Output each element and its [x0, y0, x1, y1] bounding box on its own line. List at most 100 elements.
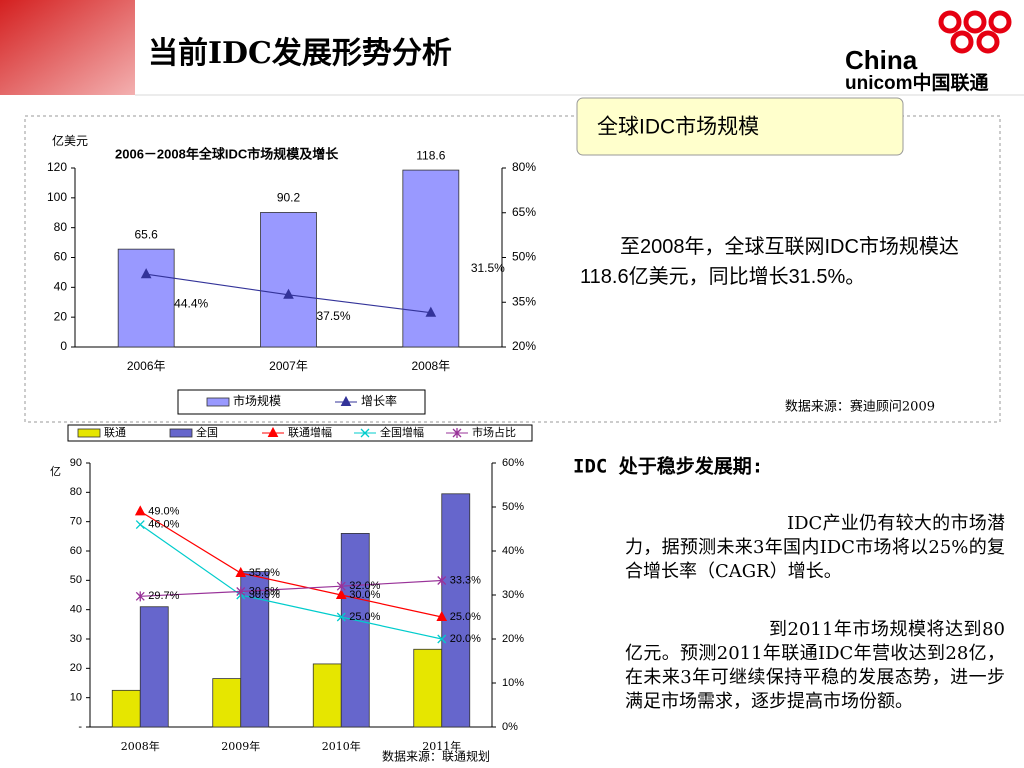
legend-label: 市场占比: [472, 425, 516, 439]
marker: [140, 268, 152, 279]
y-tick-label: 100: [47, 190, 67, 204]
y2-tick-label: 20%: [512, 339, 536, 353]
data-label: 20.0%: [450, 633, 481, 645]
y-tick-label: 60: [70, 545, 82, 557]
bar: [139, 606, 169, 728]
marker: [340, 395, 352, 406]
marker: [437, 634, 447, 644]
bar: [312, 663, 342, 728]
data-label: 29.7%: [148, 590, 179, 602]
marker: [436, 610, 448, 621]
y-tick-label: 20: [70, 662, 82, 674]
y-tick-label: 80: [70, 486, 82, 498]
y-tick-label: 80: [54, 220, 68, 234]
marker: [425, 306, 437, 317]
slide-title: 当前IDC发展形势分析: [148, 36, 452, 71]
paragraph: 到2011年市场规模将达到80亿元。预测2011年联通IDC年营收达到28亿，在…: [625, 619, 1005, 712]
marker: [360, 428, 370, 438]
axis-label: 亿美元: [52, 133, 88, 148]
y-tick-label: 40: [70, 604, 82, 616]
x-tick-label: 2011年: [422, 739, 461, 753]
legend-label: 全国: [196, 425, 218, 439]
legend-swatch: [77, 428, 101, 438]
y2-tick-label: 0%: [502, 721, 518, 733]
marker: [452, 428, 462, 438]
marker: [336, 581, 346, 592]
data-label: 65.6: [134, 227, 158, 241]
data-label: 33.3%: [450, 574, 481, 586]
legend-label: 联通: [104, 426, 126, 439]
data-label: 30.0%: [249, 589, 280, 601]
y2-tick-label: 30%: [502, 589, 524, 601]
logo-knot: [938, 10, 1012, 54]
y2-tick-label: 40%: [502, 545, 524, 557]
bar: [340, 533, 370, 728]
y2-tick-label: 65%: [512, 205, 536, 219]
marker: [336, 612, 346, 622]
marker: [135, 591, 145, 602]
bar: [240, 571, 270, 728]
data-label: 30.0%: [349, 589, 380, 601]
header-band: [0, 0, 135, 95]
bar: [441, 493, 471, 728]
legend-label: 联通增幅: [288, 425, 332, 439]
y-tick-label: 10: [70, 692, 82, 704]
y-tick-label: 70: [70, 516, 82, 528]
y2-tick-label: 80%: [512, 160, 536, 174]
y-tick-label: 50: [70, 574, 82, 586]
line: [139, 510, 442, 618]
line: [139, 524, 442, 640]
data-label: 44.4%: [174, 296, 208, 310]
y-tick-label: -: [78, 721, 82, 733]
y-tick-label: 20: [54, 309, 68, 323]
paragraph: IDC产业仍有较大的市场潜力，据预测未来3年国内IDC市场将以25%的复合增长率…: [625, 513, 1005, 582]
x-tick-label: 2008年: [411, 359, 450, 373]
x-tick-label: 2010年: [322, 739, 361, 753]
data-label: 46.0%: [148, 519, 179, 531]
legend-swatch: [169, 428, 193, 438]
y-tick-label: 60: [54, 250, 68, 264]
y-tick-label: 0: [60, 339, 67, 353]
data-label: 118.6: [416, 148, 445, 162]
data-label: 31.5%: [471, 261, 505, 275]
x-tick-label: 2007年: [269, 359, 308, 373]
marker: [335, 588, 347, 599]
logo-text: unicom中国联通: [845, 71, 990, 94]
y2-tick-label: 35%: [512, 294, 536, 308]
y2-tick-label: 10%: [502, 677, 524, 689]
y-tick-label: 120: [47, 160, 67, 174]
data-label: 25.0%: [450, 611, 481, 623]
data-label: 49.0%: [148, 505, 179, 517]
marker: [135, 520, 145, 530]
callout-box: [576, 97, 904, 156]
chart-title: 2006－2008年全球IDC市场规模及增长: [115, 146, 339, 161]
bar: [111, 689, 141, 728]
y-tick-label: 30: [70, 633, 82, 645]
x-tick-label: 2008年: [121, 739, 160, 753]
data-label: 32.0%: [349, 580, 380, 592]
y2-tick-label: 60%: [502, 457, 524, 469]
dashed-frame: [24, 115, 1001, 423]
marker: [134, 505, 146, 516]
source-note: 数据来源：赛迪顾问2009: [785, 399, 935, 415]
legend-swatch: [206, 397, 230, 407]
marker: [267, 426, 279, 437]
x-tick-label: 2006年: [127, 359, 166, 373]
y2-tick-label: 50%: [512, 250, 536, 264]
data-label: 90.2: [277, 191, 301, 205]
marker: [437, 575, 447, 586]
y-tick-label: 40: [54, 280, 68, 294]
data-label: 30.8%: [249, 585, 280, 597]
source-note: 数据来源：联通规划: [382, 749, 490, 764]
data-label: 35.0%: [249, 567, 280, 579]
marker: [283, 288, 294, 299]
legend-label: 全国增幅: [380, 425, 424, 439]
bar: [413, 648, 443, 728]
y2-tick-label: 50%: [502, 501, 524, 513]
data-label: 25.0%: [349, 611, 380, 623]
note-text: 至2008年，全球互联网IDC市场规模达118.6亿美元，同比增长31.5%。: [580, 236, 959, 288]
marker: [235, 566, 247, 577]
marker: [236, 586, 246, 597]
bar: [117, 248, 175, 348]
